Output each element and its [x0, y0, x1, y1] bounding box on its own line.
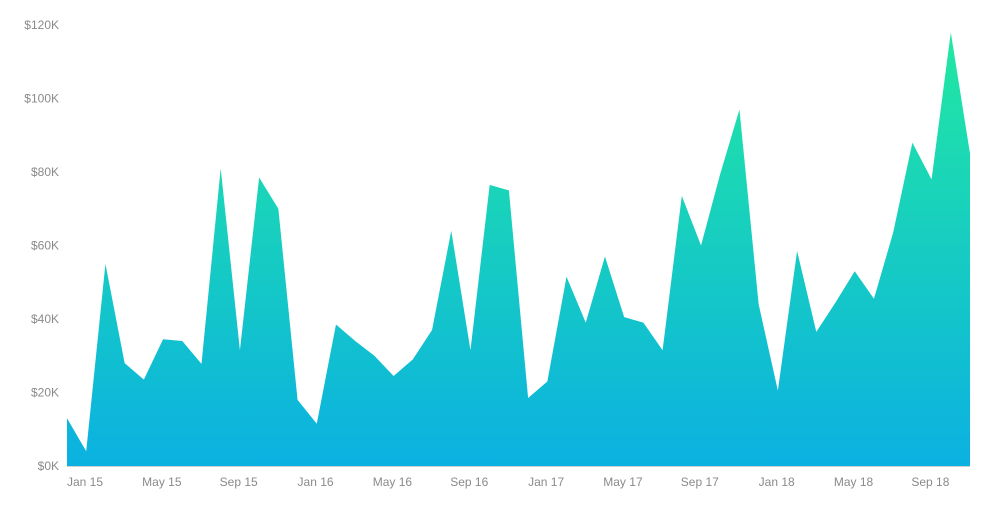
- x-tick-label: May 16: [373, 475, 413, 489]
- x-tick-label: Sep 15: [220, 475, 258, 489]
- y-tick-label: $0K: [38, 459, 59, 473]
- x-tick-label: Jan 17: [528, 475, 564, 489]
- y-tick-label: $40K: [31, 312, 59, 326]
- x-tick-label: May 18: [834, 475, 874, 489]
- y-tick-label: $60K: [31, 239, 59, 253]
- x-tick-label: Sep 16: [450, 475, 488, 489]
- x-tick-label: Jan 18: [759, 475, 795, 489]
- y-tick-label: $120K: [24, 18, 59, 32]
- x-tick-label: May 17: [603, 475, 643, 489]
- x-axis: Jan 15 May 15 Sep 15 Jan 16 May 16 Sep 16 Jan …: [67, 466, 970, 489]
- x-tick-label: Jan 15: [67, 475, 103, 489]
- x-tick-label: Jan 16: [298, 475, 334, 489]
- x-tick-label: Sep 18: [911, 475, 949, 489]
- plot-area: [67, 32, 970, 466]
- x-tick-label: Sep 17: [681, 475, 719, 489]
- area-series: [67, 32, 970, 466]
- x-tick-label: May 15: [142, 475, 182, 489]
- y-tick-label: $20K: [31, 386, 59, 400]
- y-tick-label: $80K: [31, 165, 59, 179]
- y-tick-label: $100K: [24, 92, 59, 106]
- y-axis: $0K $20K $40K $60K $80K $100K $120K: [24, 18, 59, 473]
